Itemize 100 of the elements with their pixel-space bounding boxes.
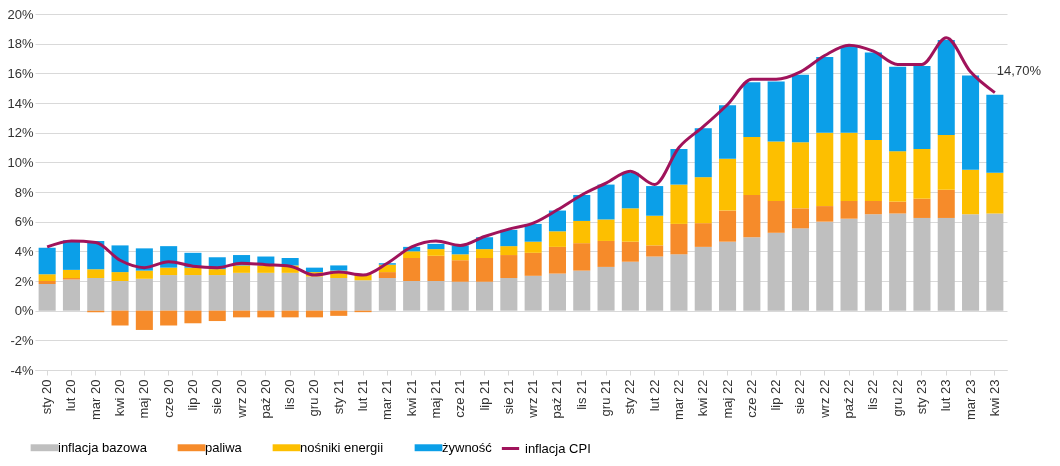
bar xyxy=(816,57,834,133)
bar xyxy=(427,255,445,281)
bar xyxy=(476,281,494,311)
bar xyxy=(184,275,202,311)
bar xyxy=(451,260,469,282)
x-tick-label: sie 20 xyxy=(209,379,225,415)
x-tick-label: sty 21 xyxy=(330,379,346,415)
x-tick-label: lis 20 xyxy=(282,379,298,410)
x-tick-label: kwi 22 xyxy=(695,379,711,417)
x-tick-label: gru 20 xyxy=(306,379,322,417)
bar xyxy=(451,281,469,311)
x-tick-label: sie 22 xyxy=(792,379,808,415)
x-tick-label: wrz 20 xyxy=(233,379,249,419)
bar xyxy=(233,272,251,311)
x-tick-label: maj 21 xyxy=(427,379,443,419)
x-tick-label: mar 21 xyxy=(379,379,395,420)
bar xyxy=(403,281,421,311)
bar xyxy=(573,270,591,311)
bar xyxy=(208,269,226,276)
line-series xyxy=(45,36,997,277)
x-tick-label: sty 20 xyxy=(39,379,55,415)
bar xyxy=(719,105,737,159)
x-tick-label: maj 22 xyxy=(719,379,735,419)
bar xyxy=(500,229,518,247)
bar xyxy=(913,148,931,199)
bar xyxy=(670,254,688,311)
bar xyxy=(427,243,445,250)
x-tick-label: paź 22 xyxy=(841,379,857,419)
x-tick-label: cze 20 xyxy=(160,379,176,418)
bar xyxy=(62,279,80,311)
bar xyxy=(986,213,1004,311)
bar xyxy=(646,186,664,216)
bar xyxy=(889,151,907,202)
legend-label: nośniki energii xyxy=(300,439,384,455)
bar xyxy=(621,241,639,262)
bar xyxy=(986,172,1004,214)
bar xyxy=(962,169,980,215)
bar xyxy=(208,275,226,311)
bar xyxy=(305,276,323,311)
bar xyxy=(791,142,809,209)
bar xyxy=(767,200,785,233)
bar xyxy=(840,132,858,201)
bar xyxy=(233,265,251,273)
bar xyxy=(548,210,566,232)
x-tick-label: sty 22 xyxy=(622,379,638,415)
bar xyxy=(111,272,129,281)
x-tick-label: gru 22 xyxy=(889,379,905,417)
bar xyxy=(38,281,56,284)
bar xyxy=(62,269,80,279)
bar xyxy=(111,310,129,326)
bar xyxy=(743,137,761,195)
bar xyxy=(913,217,931,311)
bar xyxy=(816,132,834,207)
bar xyxy=(864,214,882,311)
bar xyxy=(135,310,153,330)
bar xyxy=(403,258,421,281)
bar xyxy=(937,217,955,311)
bar xyxy=(743,237,761,311)
bar xyxy=(38,274,56,281)
bar xyxy=(597,219,615,241)
y-tick-label: 8% xyxy=(14,184,34,200)
bar xyxy=(840,200,858,219)
bar xyxy=(524,223,542,242)
y-tick-label: 16% xyxy=(7,65,34,81)
x-tick-label: lis 22 xyxy=(865,379,881,410)
legend-label: inflacja bazowa xyxy=(58,439,148,455)
bar xyxy=(791,74,809,143)
bar xyxy=(257,272,275,311)
bar xyxy=(87,278,105,311)
y-tick-label: -2% xyxy=(10,332,34,348)
bar xyxy=(670,223,688,255)
bar xyxy=(111,281,129,311)
bar xyxy=(548,246,566,274)
bar xyxy=(962,214,980,311)
bar xyxy=(500,255,518,279)
bar xyxy=(548,231,566,247)
x-tick-label: kwi 20 xyxy=(112,379,128,417)
y-tick-label: 10% xyxy=(7,154,34,170)
bar xyxy=(160,267,178,276)
bar xyxy=(937,39,955,135)
bar xyxy=(889,213,907,311)
bar xyxy=(719,210,737,242)
bar xyxy=(986,94,1004,173)
bar xyxy=(330,265,348,271)
x-tick-label: wrz 22 xyxy=(816,379,832,419)
bar xyxy=(767,232,785,311)
bar xyxy=(597,240,615,267)
bar xyxy=(184,267,202,276)
x-tick-label: mar 20 xyxy=(87,379,103,420)
x-tick-label: cze 21 xyxy=(452,379,468,418)
y-tick-label: 20% xyxy=(7,6,34,22)
bar xyxy=(524,241,542,253)
bar xyxy=(524,275,542,311)
bar xyxy=(864,200,882,215)
bar xyxy=(38,283,56,311)
bar xyxy=(330,278,348,311)
y-tick-label: 4% xyxy=(14,243,34,259)
bar xyxy=(719,241,737,311)
x-tick-label: lis 21 xyxy=(573,379,589,410)
y-tick-label: 18% xyxy=(7,36,34,52)
